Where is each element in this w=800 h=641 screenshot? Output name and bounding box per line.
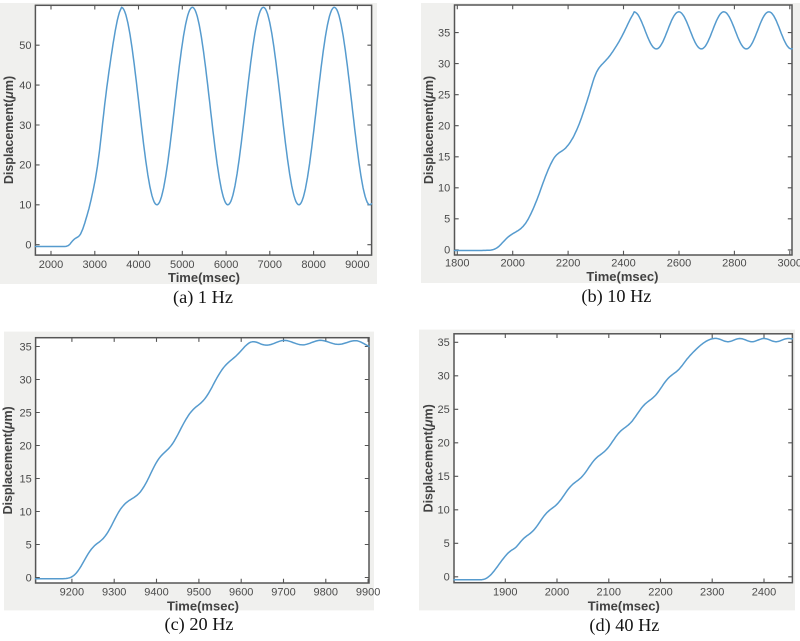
svg-text:Time(msec): Time(msec) xyxy=(168,270,240,285)
svg-text:Time(msec): Time(msec) xyxy=(167,598,239,613)
svg-text:Time(msec): Time(msec) xyxy=(586,269,658,284)
svg-text:20: 20 xyxy=(20,440,32,452)
svg-text:2400: 2400 xyxy=(752,586,776,598)
svg-text:9400: 9400 xyxy=(144,587,168,599)
svg-text:2300: 2300 xyxy=(700,586,724,598)
svg-text:20: 20 xyxy=(438,438,450,450)
svg-text:9900: 9900 xyxy=(356,587,380,599)
svg-text:30: 30 xyxy=(20,374,32,386)
svg-text:5: 5 xyxy=(444,538,450,550)
svg-text:35: 35 xyxy=(438,27,450,39)
svg-text:9300: 9300 xyxy=(102,587,126,599)
svg-text:2200: 2200 xyxy=(556,258,580,270)
svg-text:9000: 9000 xyxy=(345,259,369,271)
svg-text:3000: 3000 xyxy=(83,259,107,271)
svg-text:20: 20 xyxy=(19,160,31,172)
svg-text:9500: 9500 xyxy=(187,587,211,599)
svg-text:1900: 1900 xyxy=(493,586,517,598)
svg-text:2000: 2000 xyxy=(39,259,63,271)
svg-text:40: 40 xyxy=(19,80,31,92)
svg-text:9200: 9200 xyxy=(60,587,84,599)
svg-text:6000: 6000 xyxy=(214,259,238,271)
svg-text:0: 0 xyxy=(444,572,450,584)
svg-text:3000: 3000 xyxy=(778,258,800,270)
svg-text:0: 0 xyxy=(25,240,31,252)
svg-text:2100: 2100 xyxy=(597,586,621,598)
svg-text:25: 25 xyxy=(438,90,450,102)
svg-text:(d) 40 Hz: (d) 40 Hz xyxy=(589,615,659,636)
svg-text:20: 20 xyxy=(438,121,450,133)
svg-text:Displacement(μm): Displacement(μm) xyxy=(422,76,436,184)
svg-text:8000: 8000 xyxy=(301,259,325,271)
svg-text:50: 50 xyxy=(19,40,31,52)
svg-text:35: 35 xyxy=(20,341,32,353)
svg-text:10: 10 xyxy=(438,505,450,517)
svg-text:4000: 4000 xyxy=(126,259,150,271)
svg-text:10: 10 xyxy=(438,183,450,195)
svg-text:5: 5 xyxy=(26,539,32,551)
svg-text:0: 0 xyxy=(26,572,32,584)
svg-text:35: 35 xyxy=(438,337,450,349)
svg-text:2200: 2200 xyxy=(648,586,672,598)
svg-text:Displacement(μm): Displacement(μm) xyxy=(422,404,436,512)
svg-text:10: 10 xyxy=(19,200,31,212)
svg-text:30: 30 xyxy=(438,371,450,383)
svg-text:7000: 7000 xyxy=(258,259,282,271)
svg-text:2000: 2000 xyxy=(500,258,524,270)
svg-text:15: 15 xyxy=(438,152,450,164)
svg-text:30: 30 xyxy=(19,120,31,132)
svg-text:1800: 1800 xyxy=(445,258,469,270)
svg-text:2600: 2600 xyxy=(667,258,691,270)
svg-text:5000: 5000 xyxy=(170,259,194,271)
svg-text:(b) 10 Hz: (b) 10 Hz xyxy=(581,286,651,307)
svg-text:9800: 9800 xyxy=(314,587,338,599)
svg-text:9600: 9600 xyxy=(229,587,253,599)
svg-text:2800: 2800 xyxy=(722,258,746,270)
svg-text:15: 15 xyxy=(20,473,32,485)
svg-text:25: 25 xyxy=(438,404,450,416)
svg-text:Displacement(μm): Displacement(μm) xyxy=(2,76,16,184)
svg-text:Time(msec): Time(msec) xyxy=(588,598,660,613)
svg-text:2000: 2000 xyxy=(545,586,569,598)
svg-text:(a) 1 Hz: (a) 1 Hz xyxy=(173,287,233,308)
svg-text:9700: 9700 xyxy=(271,587,295,599)
svg-text:10: 10 xyxy=(20,506,32,518)
svg-text:0: 0 xyxy=(444,245,450,257)
svg-text:2400: 2400 xyxy=(611,258,635,270)
svg-text:(c) 20 Hz: (c) 20 Hz xyxy=(164,614,233,635)
svg-text:5: 5 xyxy=(444,214,450,226)
svg-text:30: 30 xyxy=(438,58,450,70)
svg-text:25: 25 xyxy=(20,407,32,419)
svg-text:15: 15 xyxy=(438,471,450,483)
svg-text:Displacement(μm): Displacement(μm) xyxy=(1,406,15,514)
